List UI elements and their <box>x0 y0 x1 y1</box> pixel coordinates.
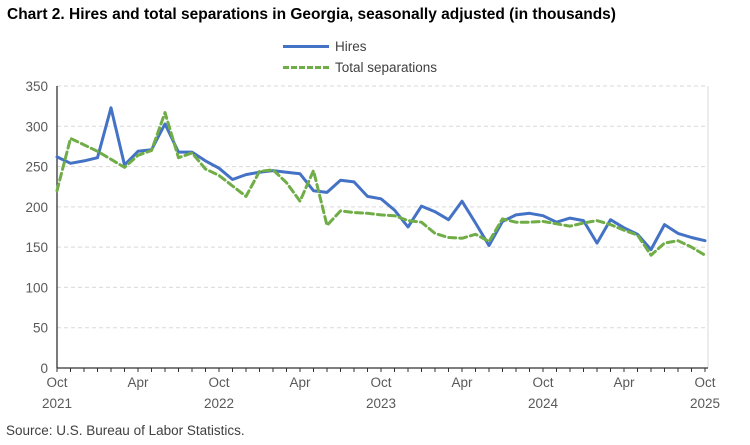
y-axis-label-300: 300 <box>25 119 48 134</box>
x-axis-label-48: Oct <box>694 375 715 390</box>
x-axis-label-12: Oct <box>208 375 229 390</box>
x-axis-year-label-12: 2022 <box>204 396 234 411</box>
x-axis-year-label-36: 2024 <box>528 396 559 411</box>
legend-item-hires: Hires <box>283 36 437 56</box>
x-axis-year-label-48: 2025 <box>690 396 720 411</box>
x-axis-year-label-0: 2021 <box>42 396 72 411</box>
legend: Hires Total separations <box>283 36 437 77</box>
y-axis-label-50: 50 <box>33 321 48 336</box>
x-axis-label-30: Apr <box>451 375 473 390</box>
source-note: Source: U.S. Bureau of Labor Statistics. <box>6 423 245 438</box>
legend-label-total-separations: Total separations <box>335 59 438 75</box>
y-axis-label-250: 250 <box>25 160 48 175</box>
chart-title: Chart 2. Hires and total separations in … <box>7 6 616 23</box>
x-axis-year-label-24: 2023 <box>366 396 396 411</box>
hires-line-swatch-icon <box>283 44 329 48</box>
y-axis-label-100: 100 <box>25 280 48 295</box>
y-axis-label-350: 350 <box>25 79 48 94</box>
y-axis-label-150: 150 <box>25 240 48 255</box>
x-axis-label-6: Apr <box>127 375 149 390</box>
x-axis-label-36: Oct <box>532 375 553 390</box>
x-axis-label-42: Apr <box>613 375 635 390</box>
y-axis-label-0: 0 <box>40 361 48 376</box>
total-separations-line <box>55 111 707 257</box>
y-axis-label-200: 200 <box>25 200 48 215</box>
x-axis-label-24: Oct <box>370 375 391 390</box>
legend-item-total-separations: Total separations <box>283 57 437 77</box>
x-axis-label-0: Oct <box>46 375 67 390</box>
total-separations-line-swatch-icon <box>283 65 329 69</box>
hires-line <box>55 106 707 252</box>
legend-label-hires: Hires <box>335 38 367 54</box>
x-axis-label-18: Apr <box>289 375 311 390</box>
